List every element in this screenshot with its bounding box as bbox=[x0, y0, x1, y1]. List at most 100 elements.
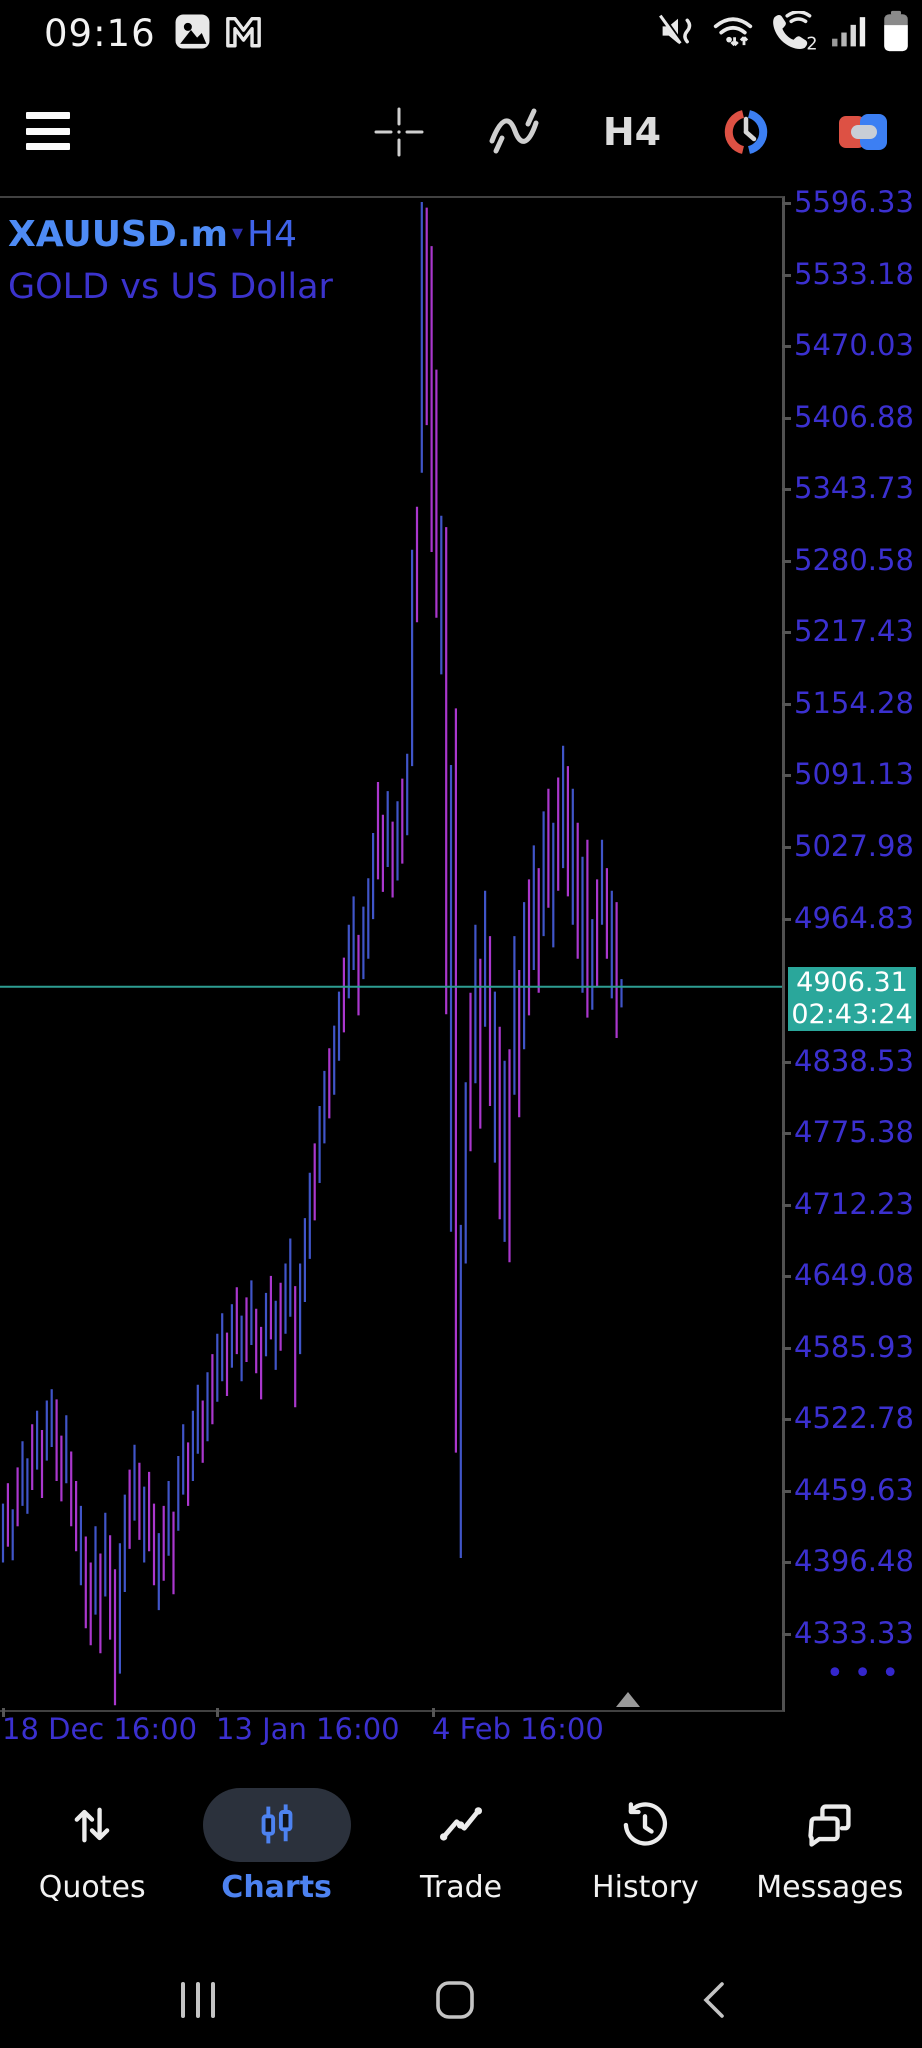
trade-icon bbox=[435, 1786, 487, 1864]
price-axis-tick bbox=[782, 559, 791, 563]
price-axis-label: 4333.33 bbox=[794, 1616, 914, 1650]
current-price-badge: 4906.31 02:43:24 bbox=[788, 967, 916, 1031]
bottom-navigation: Quotes Charts Trade History Messages bbox=[0, 1786, 922, 1918]
symbol-name[interactable]: XAUUSD.m bbox=[8, 214, 228, 255]
chart-area[interactable]: XAUUSD.m ▾ H4 GOLD vs US Dollar bbox=[0, 196, 785, 1712]
nav-item-charts[interactable]: Charts bbox=[184, 1786, 368, 1918]
price-axis-tick bbox=[782, 1633, 791, 1636]
price-axis-tick bbox=[782, 416, 791, 420]
price-axis-label: 5533.18 bbox=[794, 256, 914, 291]
home-icon bbox=[436, 1981, 474, 2019]
gmail-notification-icon bbox=[225, 14, 262, 53]
price-axis-tick bbox=[782, 631, 791, 635]
timeframe-button[interactable]: H4 bbox=[602, 110, 662, 154]
wifi-icon bbox=[711, 12, 755, 54]
nav-item-messages[interactable]: Messages bbox=[738, 1786, 922, 1918]
nav-label: Trade bbox=[419, 1870, 503, 1905]
menu-icon[interactable] bbox=[26, 112, 70, 150]
price-axis-label: 4649.08 bbox=[794, 1258, 914, 1293]
price-axis-tick bbox=[782, 845, 791, 849]
price-axis-tick bbox=[782, 345, 791, 349]
price-axis-label: 4775.38 bbox=[794, 1115, 914, 1150]
price-axis-label: 4964.83 bbox=[794, 900, 914, 935]
price-axis-label: 5154.28 bbox=[794, 685, 914, 720]
nav-item-trade[interactable]: Trade bbox=[369, 1786, 553, 1918]
nav-label: Messages bbox=[756, 1870, 904, 1905]
time-axis[interactable]: 18 Dec 16:00 13 Jan 16:00 4 Feb 16:00 bbox=[0, 1708, 782, 1752]
messages-icon bbox=[804, 1786, 856, 1864]
price-axis-label: 5470.03 bbox=[794, 328, 914, 363]
price-axis-label: 4522.78 bbox=[794, 1401, 914, 1436]
price-axis-tick bbox=[782, 202, 791, 205]
nav-label: Charts bbox=[221, 1870, 332, 1905]
price-axis-label: 5217.43 bbox=[794, 614, 914, 649]
bar-countdown: 02:43:24 bbox=[791, 999, 913, 1030]
clock-time: 09:16 bbox=[44, 11, 156, 55]
price-axis-label: 4396.48 bbox=[794, 1544, 914, 1579]
back-button[interactable] bbox=[655, 1952, 775, 2048]
price-axis-tick bbox=[782, 1418, 791, 1422]
scroll-to-end-marker[interactable] bbox=[616, 1692, 640, 1707]
battery-icon bbox=[882, 10, 910, 56]
home-button[interactable] bbox=[395, 1952, 515, 2048]
chart-title[interactable]: XAUUSD.m ▾ H4 GOLD vs US Dollar bbox=[8, 212, 333, 309]
mute-vibrate-icon bbox=[658, 12, 698, 54]
price-axis-label: 4838.53 bbox=[794, 1043, 914, 1078]
svg-text:2: 2 bbox=[806, 34, 816, 51]
price-axis-tick bbox=[782, 702, 791, 706]
recents-icon bbox=[181, 1982, 215, 2018]
price-axis-tick bbox=[782, 1060, 791, 1064]
more-dots-icon[interactable]: ••• bbox=[826, 1656, 910, 1691]
time-axis-label: 4 Feb 16:00 bbox=[432, 1712, 604, 1746]
nav-label: Quotes bbox=[38, 1870, 146, 1905]
price-axis-label: 5343.73 bbox=[794, 471, 914, 506]
symbol-caret-icon[interactable]: ▾ bbox=[231, 221, 244, 246]
price-axis-label: 4585.93 bbox=[794, 1329, 914, 1364]
price-axis-label: 4459.63 bbox=[794, 1472, 914, 1507]
chart-timeframe: H4 bbox=[247, 214, 298, 255]
price-axis-tick bbox=[782, 273, 791, 277]
wifi-calling-icon: 2 bbox=[768, 10, 818, 55]
price-axis-tick bbox=[782, 1203, 791, 1207]
symbol-description: GOLD vs US Dollar bbox=[8, 267, 333, 307]
time-axis-label: 18 Dec 16:00 bbox=[2, 1712, 198, 1746]
price-axis-tick bbox=[782, 917, 791, 921]
price-axis-label: 5091.13 bbox=[794, 757, 914, 792]
crosshair-icon[interactable] bbox=[374, 88, 424, 176]
session-clock-icon[interactable] bbox=[722, 88, 770, 176]
back-icon bbox=[703, 1982, 724, 2018]
price-axis-label: 5406.88 bbox=[794, 399, 914, 434]
price-axis-tick bbox=[782, 1132, 791, 1136]
signal-icon bbox=[829, 12, 869, 54]
time-axis-tick bbox=[216, 1708, 219, 1717]
photo-notification-icon bbox=[174, 13, 211, 54]
price-axis-label: 5027.98 bbox=[794, 828, 914, 863]
price-axis-tick bbox=[782, 1561, 791, 1565]
price-axis-label: 5280.58 bbox=[794, 542, 914, 577]
android-navigation-bar bbox=[0, 1952, 922, 2048]
price-axis-tick bbox=[782, 1346, 791, 1350]
current-price: 4906.31 bbox=[796, 967, 908, 998]
active-tab-pill bbox=[202, 1788, 351, 1862]
price-axis-label: 5596.33 bbox=[794, 185, 914, 219]
time-axis-tick bbox=[2, 1708, 5, 1717]
candles-svg bbox=[0, 202, 782, 1706]
time-axis-tick bbox=[432, 1708, 435, 1717]
quotes-icon bbox=[66, 1786, 118, 1864]
nav-item-quotes[interactable]: Quotes bbox=[0, 1786, 184, 1918]
nav-item-history[interactable]: History bbox=[553, 1786, 737, 1918]
time-axis-label: 13 Jan 16:00 bbox=[216, 1712, 400, 1746]
indicators-icon[interactable] bbox=[486, 88, 542, 176]
price-axis-label: 4712.23 bbox=[794, 1186, 914, 1221]
price-axis-tick bbox=[782, 1275, 791, 1279]
recents-button[interactable] bbox=[138, 1952, 258, 2048]
chart-toolbar: H4 bbox=[0, 88, 922, 176]
status-bar: 09:16 2 bbox=[0, 0, 922, 66]
price-axis-tick bbox=[782, 488, 791, 492]
one-click-panel-icon[interactable] bbox=[838, 88, 888, 176]
price-axis[interactable]: 4906.31 02:43:24 5596.33 5533.18 5470.03 54… bbox=[782, 0, 922, 2048]
price-axis-tick bbox=[782, 774, 791, 778]
charts-icon bbox=[261, 1804, 292, 1844]
history-icon bbox=[619, 1786, 671, 1864]
price-axis-tick bbox=[782, 1489, 791, 1493]
